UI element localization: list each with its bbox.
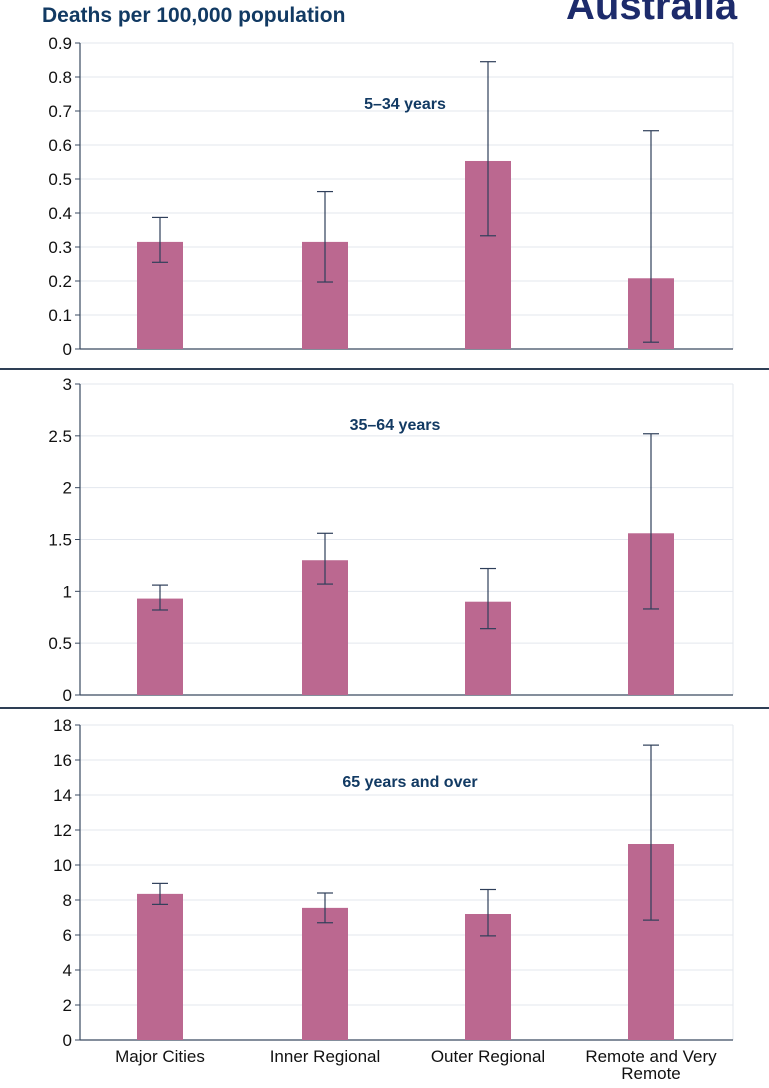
y-tick-label: 0.9 [48, 34, 72, 53]
bar [137, 598, 183, 695]
y-tick-label: 0 [63, 686, 72, 705]
y-tick-label: 12 [53, 821, 72, 840]
y-tick-label: 4 [63, 961, 72, 980]
panel-divider [0, 368, 769, 370]
bar [137, 893, 183, 1040]
y-tick-label: 0.2 [48, 272, 72, 291]
y-tick-label: 1.5 [48, 531, 72, 550]
y-tick-label: 3 [63, 375, 72, 394]
y-tick-label: 18 [53, 716, 72, 735]
y-tick-label: 2.5 [48, 427, 72, 446]
y-tick-label: 0.3 [48, 238, 72, 257]
y-tick-label: 0.1 [48, 306, 72, 325]
panel-title: 5–34 years [364, 96, 446, 113]
panel-title: 35–64 years [350, 417, 441, 434]
y-tick-label: 0.7 [48, 102, 72, 121]
bar [302, 907, 348, 1040]
y-tick-label: 2 [63, 996, 72, 1015]
y-tick-label: 0.8 [48, 68, 72, 87]
y-tick-label: 16 [53, 751, 72, 770]
y-tick-label: 6 [63, 926, 72, 945]
corner-title: Australia [566, 0, 738, 28]
y-axis-label: Deaths per 100,000 population [42, 4, 346, 27]
y-tick-label: 10 [53, 856, 72, 875]
panel-divider [0, 707, 769, 709]
y-tick-label: 0.6 [48, 136, 72, 155]
y-tick-label: 2 [63, 479, 72, 498]
y-tick-label: 14 [53, 786, 72, 805]
x-tick-label: Major Cities [115, 1047, 205, 1066]
y-tick-label: 0 [63, 1031, 72, 1050]
panel-title: 65 years and over [342, 774, 477, 791]
y-tick-label: 0.5 [48, 634, 72, 653]
y-tick-label: 8 [63, 891, 72, 910]
x-tick-label: Inner Regional [270, 1047, 381, 1066]
y-tick-label: 0 [63, 340, 72, 359]
y-tick-label: 1 [63, 582, 72, 601]
y-tick-label: 0.4 [48, 204, 72, 223]
x-tick-label: Remote and Very Remote [585, 1047, 717, 1083]
x-tick-label: Outer Regional [431, 1047, 545, 1066]
y-tick-label: 0.5 [48, 170, 72, 189]
